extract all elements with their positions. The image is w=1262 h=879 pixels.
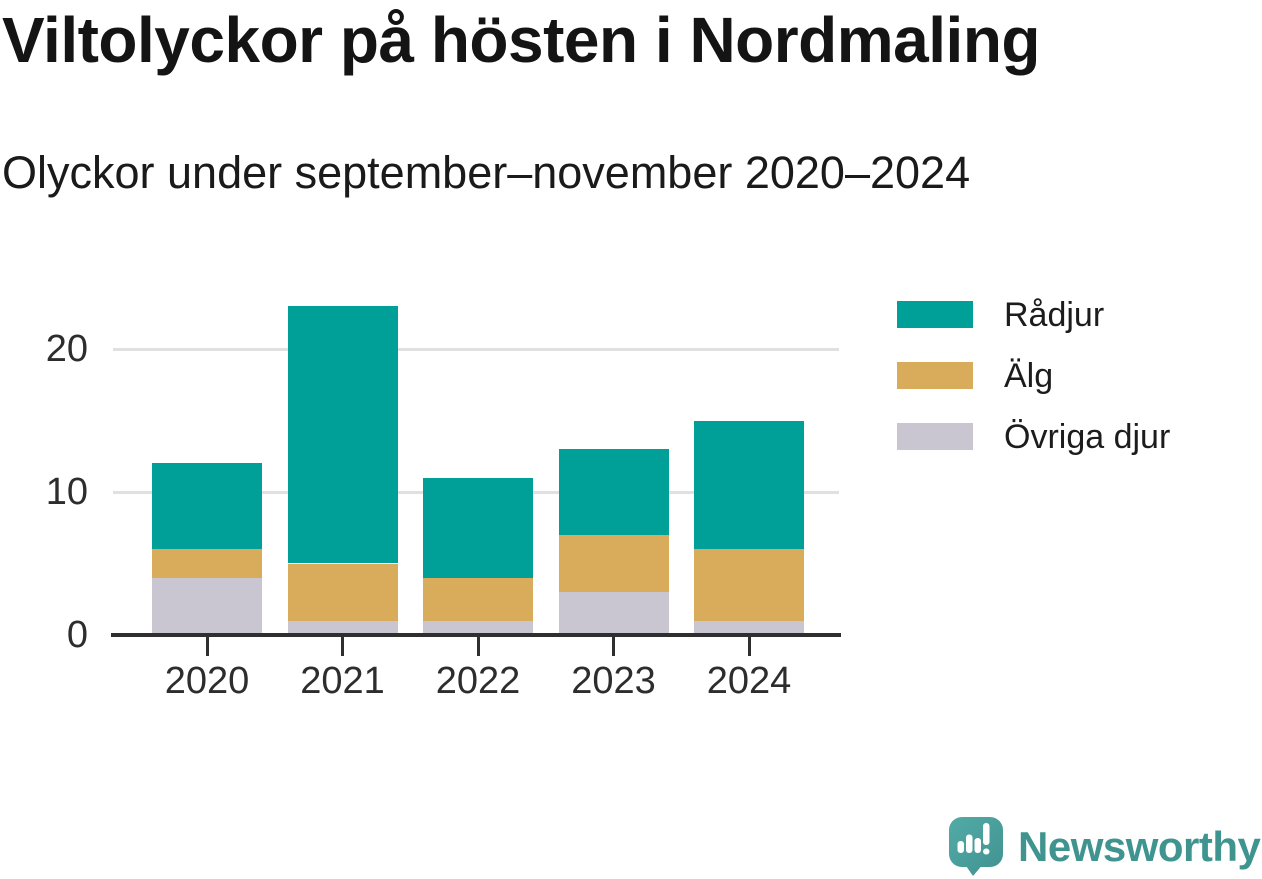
x-axis-tick-2023 [612, 637, 615, 656]
bar-segment-2022-Rådjur [423, 477, 533, 578]
y-axis-label-10: 10 [45, 471, 88, 513]
newsworthy-logo-icon [949, 817, 1003, 876]
x-axis-tick-2021 [341, 637, 344, 656]
bar-segment-2020-Rådjur [152, 463, 262, 550]
gridline-20 [113, 347, 839, 351]
legend-swatch [897, 362, 973, 389]
y-axis-label-0: 0 [66, 614, 88, 656]
legend-item: Älg [897, 359, 1170, 393]
legend-swatch [897, 301, 973, 328]
bar-segment-2020-Övriga djur [152, 577, 262, 635]
x-axis-tick-2022 [476, 637, 480, 656]
bar-segment-2022-Älg [423, 577, 533, 621]
bar-segment-2024-Övriga djur [694, 620, 804, 635]
legend: Rådjur Älg Övriga djur [897, 298, 1170, 484]
legend-label: Älg [1004, 356, 1054, 395]
x-axis-label-2020: 2020 [164, 660, 250, 702]
bar-segment-2021-Övriga djur [287, 620, 398, 635]
x-axis-tick-2020 [205, 637, 209, 656]
bar-segment-2023-Älg [558, 534, 669, 593]
bar-segment-2021-Älg [287, 563, 398, 621]
x-axis-label-2024: 2024 [706, 660, 792, 702]
x-axis-label-2022: 2022 [435, 660, 521, 702]
brand-footer[interactable]: Newsworthy [949, 817, 1261, 876]
bar-segment-2022-Övriga djur [423, 620, 533, 635]
plot-area [113, 280, 839, 635]
bar-segment-2023-Övriga djur [558, 592, 669, 635]
y-axis-label-20: 20 [45, 328, 88, 370]
legend-label: Övriga djur [1004, 417, 1171, 456]
x-axis-label-2023: 2023 [571, 660, 656, 702]
legend-label: Rådjur [1004, 295, 1105, 334]
bar-segment-2021-Rådjur [287, 306, 398, 564]
x-axis-label-2021: 2021 [300, 660, 385, 702]
chart-subtitle: Olyckor under september–november 2020–20… [2, 147, 971, 198]
x-axis-line [111, 633, 841, 637]
legend-swatch [897, 423, 973, 450]
bar-segment-2024-Rådjur [694, 420, 804, 550]
x-axis-tick-2024 [747, 637, 751, 656]
chart-title: Viltolyckor på hösten i Nordmaling [2, 4, 1041, 76]
bar-segment-2024-Älg [694, 549, 804, 621]
legend-item: Övriga djur [897, 420, 1170, 454]
bar-segment-2020-Älg [152, 549, 262, 578]
brand-name: Newsworthy [1018, 822, 1261, 870]
legend-item: Rådjur [897, 298, 1170, 332]
bar-segment-2023-Rådjur [558, 449, 669, 535]
